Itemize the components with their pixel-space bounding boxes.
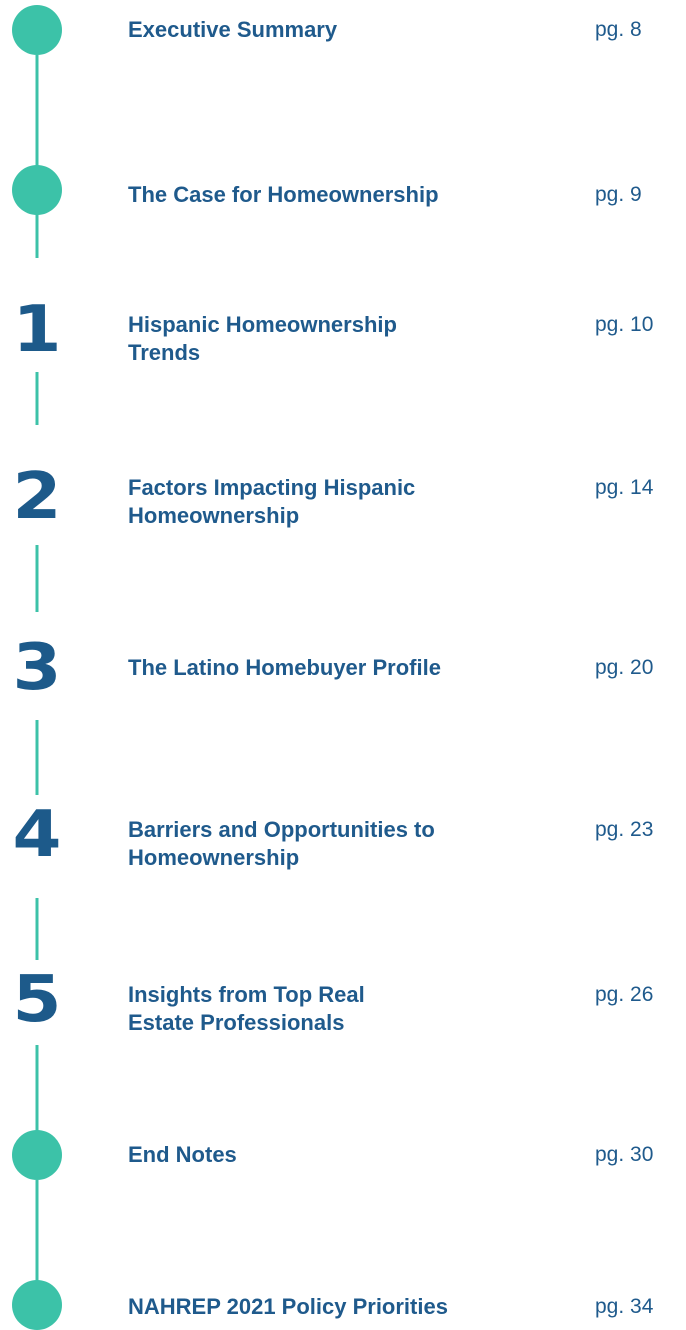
title-line: Insights from Top Real <box>128 982 365 1007</box>
section-title: Factors Impacting Hispanic Homeownership <box>128 474 415 530</box>
page-number: pg. 10 <box>595 313 654 336</box>
section-title: Insights from Top Real Estate Professiona… <box>128 981 365 1037</box>
section-number: 5 <box>12 963 62 1037</box>
page-number: pg. 30 <box>595 1143 654 1166</box>
section-title: The Latino Homebuyer Profile <box>128 654 441 682</box>
title-line: Estate Professionals <box>128 1010 345 1035</box>
page-number: pg. 23 <box>595 818 654 841</box>
timeline-dot <box>12 1130 62 1180</box>
section-title: Barriers and Opportunities to Homeownersh… <box>128 816 435 872</box>
section-title: Hispanic Homeownership Trends <box>128 311 397 367</box>
page-number: pg. 8 <box>595 18 642 41</box>
title-line: NAHREP 2021 Policy Priorities <box>128 1294 448 1319</box>
title-line: Executive Summary <box>128 17 338 42</box>
title-line: Barriers and Opportunities to <box>128 817 435 842</box>
title-line: The Case for Homeownership <box>128 182 439 207</box>
section-title: The Case for Homeownership <box>128 181 439 209</box>
title-line: Homeownership <box>128 503 300 528</box>
section-title: End Notes <box>128 1141 237 1169</box>
page-number: pg. 9 <box>595 183 642 206</box>
timeline-dot <box>12 165 62 215</box>
section-number: 1 <box>12 293 62 367</box>
page-number: pg. 34 <box>595 1295 654 1318</box>
section-number: 2 <box>12 460 62 534</box>
timeline-dot <box>12 1280 62 1330</box>
timeline-dot <box>12 5 62 55</box>
title-line: End Notes <box>128 1142 237 1167</box>
page-number: pg. 14 <box>595 476 654 499</box>
section-number: 4 <box>12 798 62 872</box>
page-number: pg. 26 <box>595 983 654 1006</box>
section-title: Executive Summary <box>128 16 337 44</box>
title-line: Factors Impacting Hispanic <box>128 475 416 500</box>
title-line: Homeownership <box>128 845 300 870</box>
page-number: pg. 20 <box>595 656 654 679</box>
section-number: 3 <box>12 631 62 705</box>
title-line: Hispanic Homeownership <box>128 312 397 337</box>
title-line: The Latino Homebuyer Profile <box>128 655 441 680</box>
section-title: NAHREP 2021 Policy Priorities <box>128 1293 448 1321</box>
title-line: Trends <box>128 340 201 365</box>
